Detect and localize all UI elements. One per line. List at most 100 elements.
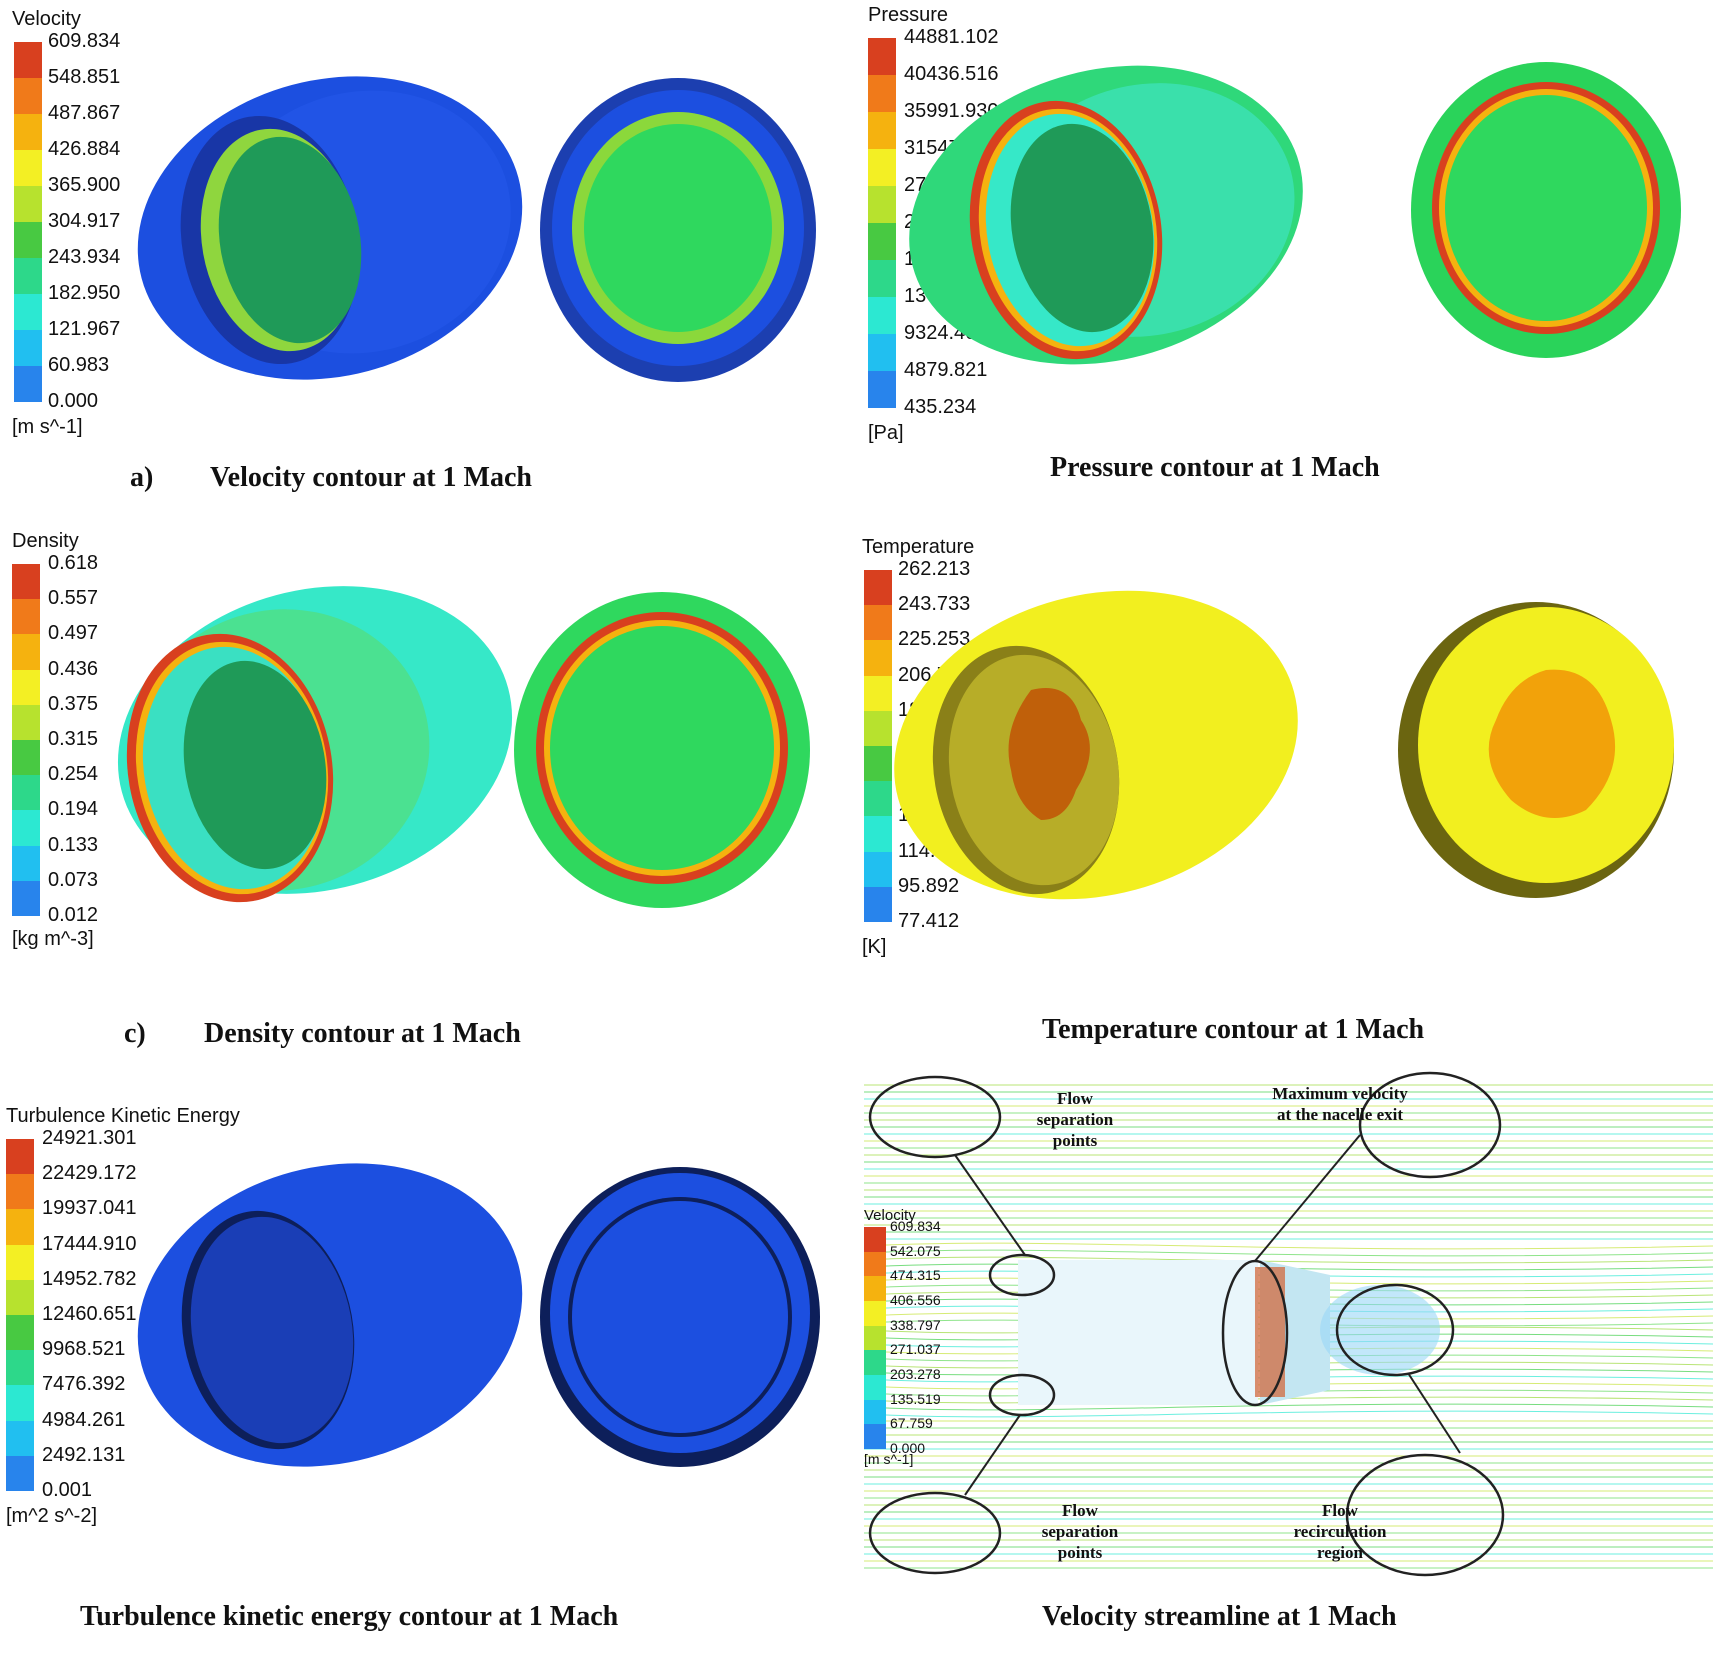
legend-tick-label: 4984.261 — [42, 1408, 126, 1431]
color-scale-segment — [864, 675, 892, 711]
color-scale-segment — [12, 599, 40, 635]
color-scale-segment — [868, 334, 896, 371]
color-scale-segment — [864, 781, 892, 817]
legend-tick-label: 9968.521 — [42, 1338, 126, 1361]
color-scale-segment — [14, 222, 42, 258]
color-scale-segment — [14, 366, 42, 402]
color-scale-segment — [864, 1251, 886, 1277]
legend-tick-label: 0.618 — [48, 552, 99, 574]
color-scale-segment — [14, 78, 42, 114]
color-scale-segment — [14, 42, 42, 78]
caption-prefix: a) — [130, 462, 154, 493]
color-scale-segment — [868, 371, 896, 408]
color-scale-segment — [868, 186, 896, 223]
color-scale-segment — [14, 294, 42, 330]
caption-text: Velocity contour at 1 Mach — [210, 462, 532, 493]
legend-title: Velocity — [864, 1207, 916, 1224]
legend-tick-label: 435.234 — [904, 396, 977, 418]
density-contour-figure — [117, 586, 810, 908]
color-scale-segment — [14, 186, 42, 222]
color-scale-segment — [868, 38, 896, 75]
color-scale-segment — [14, 330, 42, 366]
legend-title: Density — [12, 530, 79, 552]
legend-unit: [m s^-1] — [12, 416, 83, 438]
tke-caption: Turbulence kinetic energy contour at 1 M… — [80, 1601, 618, 1633]
color-scale-segment — [12, 775, 40, 811]
color-scale-segment — [12, 669, 40, 705]
legend-tick-label: 44881.102 — [904, 26, 999, 48]
legend-tick-label: 0.073 — [48, 868, 99, 891]
color-scale-segment — [6, 1350, 34, 1386]
legend-unit: [m s^-1] — [864, 1451, 914, 1467]
legend-title: Temperature — [862, 536, 975, 558]
legend-tick-label: 135.519 — [890, 1390, 941, 1407]
legend-tick-label: 0.133 — [48, 833, 99, 856]
legend-tick-label: 0.194 — [48, 798, 99, 821]
color-scale-segment — [864, 745, 892, 782]
color-scale-segment — [868, 149, 896, 186]
legend-tick-label: 40436.516 — [904, 63, 999, 85]
legend-tick-label: 77.412 — [898, 910, 960, 932]
caption-text: Temperature contour at 1 Mach — [1042, 1014, 1425, 1045]
legend-tick-label: 474.315 — [890, 1267, 941, 1284]
legend-tick-label: 121.967 — [48, 318, 121, 340]
legend-tick-label: 609.834 — [890, 1218, 941, 1234]
color-scale-segment — [12, 810, 40, 846]
density-caption: c) Density contour at 1 Mach — [124, 1018, 521, 1050]
color-scale-segment — [868, 297, 896, 334]
color-scale-segment — [864, 1300, 886, 1326]
color-scale-segment — [864, 1227, 886, 1252]
legend-tick-label: 271.037 — [890, 1341, 941, 1358]
streamline — [863, 1403, 1713, 1411]
color-scale-segment — [864, 1350, 886, 1375]
color-scale-segment — [868, 223, 896, 260]
legend-unit: [K] — [862, 936, 887, 958]
color-scale-segment — [864, 710, 892, 746]
temperature-panel: Temperature 262.213243.733225.253206.773… — [856, 520, 1713, 1080]
legend-tick-label: 12460.651 — [42, 1303, 137, 1325]
legend-tick-label: 0.012 — [48, 904, 99, 926]
legend-tick-label: 24921.301 — [42, 1127, 137, 1149]
legend-unit: [m^2 s^-2] — [6, 1505, 98, 1527]
legend-tick-label: 22429.172 — [42, 1162, 137, 1185]
legend-tick-label: 19937.041 — [42, 1197, 137, 1220]
color-scale-segment — [864, 1374, 886, 1400]
color-scale-bar — [864, 1227, 886, 1449]
color-scale-bar — [12, 564, 40, 916]
color-scale-bar — [868, 38, 896, 408]
color-scale-segment — [864, 1424, 886, 1449]
streamline — [863, 1242, 1713, 1250]
legend-tick-label: 14952.782 — [42, 1267, 137, 1290]
legend-tick-label: 365.900 — [48, 174, 121, 196]
legend-tick-label: 60.983 — [48, 354, 110, 376]
legend-tick-label: 304.917 — [48, 210, 121, 232]
annotation-flow-separation-top: Flow separation points — [1036, 1089, 1114, 1150]
tke-contour-figure — [137, 1163, 820, 1467]
legend-tick-label: 203.278 — [890, 1366, 941, 1382]
caption-text: Density contour at 1 Mach — [204, 1018, 521, 1049]
legend-tick-label: 487.867 — [48, 102, 121, 124]
color-scale-segment — [6, 1139, 34, 1175]
color-scale-segment — [864, 605, 892, 641]
legend-tick-label: 7476.392 — [42, 1373, 126, 1396]
color-scale-segment — [864, 816, 892, 852]
color-scale-segment — [14, 114, 42, 150]
legend-tick-label: 0.315 — [48, 728, 99, 750]
legend-unit: [Pa] — [868, 422, 904, 444]
color-scale-segment — [868, 75, 896, 112]
color-scale-segment — [864, 1276, 886, 1301]
legend-tick-label: 4879.821 — [904, 359, 988, 381]
legend-tick-label: 0.001 — [42, 1479, 93, 1501]
color-scale-segment — [12, 704, 40, 740]
velocity-caption: a) Velocity contour at 1 Mach — [130, 462, 532, 494]
velocity-panel: Velocity 609.834 548.851 487.867 426.884 365… — [0, 0, 820, 500]
color-scale-segment — [6, 1279, 34, 1315]
color-scale-bar — [6, 1139, 34, 1491]
color-scale-segment — [6, 1455, 34, 1491]
density-panel: Density 0.618 0.557 0.497 0.436 0.375 0.315 0.… — [0, 520, 820, 1080]
streamline-caption: Velocity streamline at 1 Mach — [1042, 1601, 1397, 1633]
color-scale-segment — [864, 640, 892, 676]
legend-tick-label: 406.556 — [890, 1292, 941, 1308]
annotation-max-velocity: Maximum velocity at the nacelle exit — [1272, 1084, 1408, 1124]
pressure-contour-figure — [909, 62, 1681, 365]
